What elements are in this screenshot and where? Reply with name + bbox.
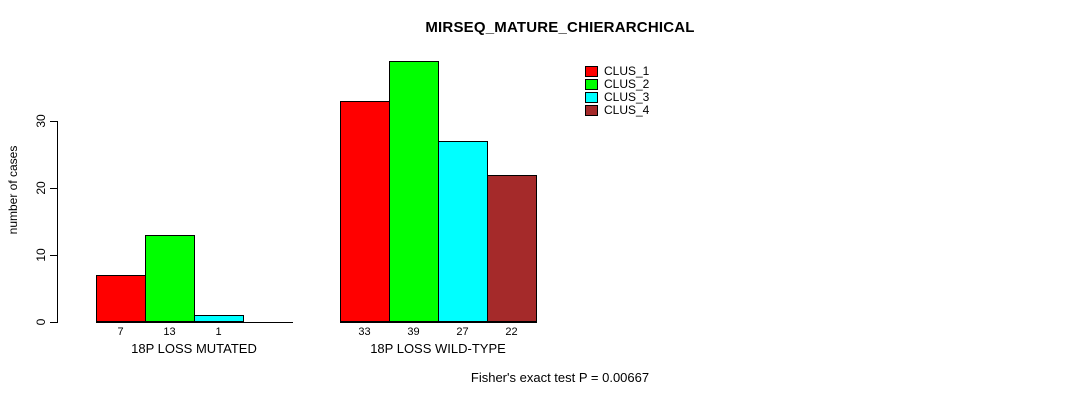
y-axis-tick: [50, 322, 57, 323]
legend-label-clus_3: CLUS_3: [604, 90, 650, 104]
y-axis-tick: [50, 188, 57, 189]
bar-value-label: 22: [505, 326, 518, 338]
legend-swatch-clus_3: [585, 92, 598, 103]
bar-clus_3-group2: [438, 141, 488, 322]
y-tick-label: 30: [34, 114, 48, 128]
bar-clus_4-group2: [487, 175, 537, 322]
legend-swatch-clus_4: [585, 105, 598, 116]
legend-swatch-clus_1: [585, 66, 598, 77]
chart-title: MIRSEQ_MATURE_CHIERARCHICAL: [425, 19, 695, 36]
legend-label-clus_2: CLUS_2: [604, 77, 650, 91]
y-axis-label: number of cases: [6, 145, 20, 235]
bar-value-label: 7: [117, 326, 124, 338]
bar-clus_2-group1: [145, 235, 195, 322]
x-axis-baseline: [340, 322, 537, 323]
legend-label-clus_1: CLUS_1: [604, 64, 650, 78]
bar-clus_1-group2: [340, 101, 390, 322]
legend-item-clus_3: CLUS_3: [585, 91, 649, 104]
bar-clus_1-group1: [96, 275, 146, 322]
y-tick-label: 0: [34, 318, 48, 326]
legend-item-clus_1: CLUS_1: [585, 65, 649, 78]
legend-label-clus_4: CLUS_4: [604, 103, 650, 117]
bar-value-label: 33: [358, 326, 371, 338]
category-label-group2: 18P LOSS WILD-TYPE: [370, 341, 506, 356]
legend-swatch-clus_2: [585, 79, 598, 90]
x-axis-baseline: [96, 322, 293, 323]
y-axis-tick: [50, 121, 57, 122]
legend-item-clus_2: CLUS_2: [585, 78, 649, 91]
bar-clus_3-group1: [194, 315, 244, 322]
fisher-test-note: Fisher's exact test P = 0.00667: [470, 370, 650, 385]
bar-value-label: 39: [407, 326, 420, 338]
bar-value-label: 1: [215, 326, 222, 338]
legend: CLUS_1 CLUS_2 CLUS_3 CLUS_4: [585, 65, 649, 117]
y-tick-label: 20: [34, 181, 48, 195]
legend-item-clus_4: CLUS_4: [585, 104, 649, 117]
bar-value-label: 27: [456, 326, 469, 338]
bar-value-label: 13: [163, 326, 176, 338]
bar-clus_2-group2: [389, 61, 439, 322]
y-axis-line: [57, 121, 58, 323]
category-label-group1: 18P LOSS MUTATED: [131, 341, 257, 356]
y-tick-label: 10: [34, 248, 48, 262]
y-axis-tick: [50, 255, 57, 256]
